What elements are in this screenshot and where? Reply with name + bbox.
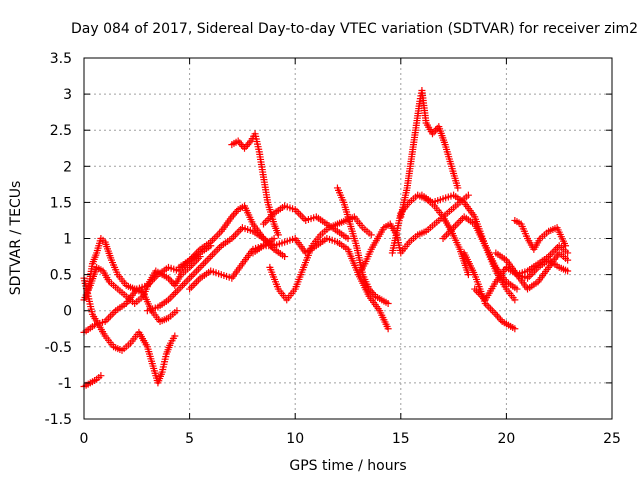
series-arc-18 <box>439 213 519 304</box>
series-arc-13 <box>333 184 392 307</box>
series-arc-22 <box>511 216 570 253</box>
series-arc-20 <box>471 242 572 304</box>
y-tick-label: 3 <box>63 87 72 103</box>
x-tick-label: 10 <box>286 431 304 447</box>
data-point <box>564 249 572 257</box>
series-arc-8 <box>175 202 289 271</box>
x-tick-label: 25 <box>603 431 621 447</box>
series-arc-23 <box>513 256 572 282</box>
data-point <box>281 253 289 261</box>
data-point <box>454 184 462 192</box>
y-tick-label: 1.5 <box>50 195 72 211</box>
y-tick-label: -1 <box>58 376 72 392</box>
x-tick-label: 5 <box>185 431 194 447</box>
data-point <box>270 235 278 242</box>
y-tick-label: 2 <box>63 159 72 175</box>
x-tick-label: 20 <box>497 431 515 447</box>
y-tick-label: 0.5 <box>50 268 72 284</box>
data-point <box>274 231 282 239</box>
data-point <box>384 325 392 333</box>
y-tick-label: -0.5 <box>45 340 72 356</box>
series-arc-19 <box>460 249 519 333</box>
data-point <box>173 307 181 315</box>
y-tick-label: -1.5 <box>45 412 72 428</box>
data-point <box>97 372 105 380</box>
series-arc-4 <box>84 235 181 326</box>
y-tick-label: 2.5 <box>50 123 72 139</box>
data-point <box>564 267 572 275</box>
data-points-layer <box>80 86 572 391</box>
x-tick-label: 15 <box>392 431 410 447</box>
y-tick-label: 0 <box>63 304 72 320</box>
data-point <box>511 296 519 304</box>
data-point <box>171 332 179 340</box>
data-point <box>367 231 375 239</box>
y-tick-label: 3.5 <box>50 51 72 67</box>
data-point <box>384 299 392 307</box>
data-point <box>464 191 472 199</box>
y-tick-label: 1 <box>63 232 72 248</box>
x-axis-label: GPS time / hours <box>289 458 406 474</box>
series-arc-15 <box>397 86 462 221</box>
x-tick-label: 0 <box>80 431 89 447</box>
ticks-layer: 0 5 10 15 20 25 -1.5 -1 -0.5 0 0.5 1 1.5 2 2.5 3 3.5 <box>45 51 621 447</box>
data-point <box>562 242 570 250</box>
y-axis-label: SDTVAR / TECUs <box>8 181 24 296</box>
chart-title: Day 084 of 2017, Sidereal Day-to-day VTE… <box>71 21 638 37</box>
data-point <box>511 325 519 333</box>
data-point <box>344 235 352 242</box>
data-point <box>513 285 521 293</box>
data-point <box>564 256 572 264</box>
data-point <box>464 271 472 279</box>
